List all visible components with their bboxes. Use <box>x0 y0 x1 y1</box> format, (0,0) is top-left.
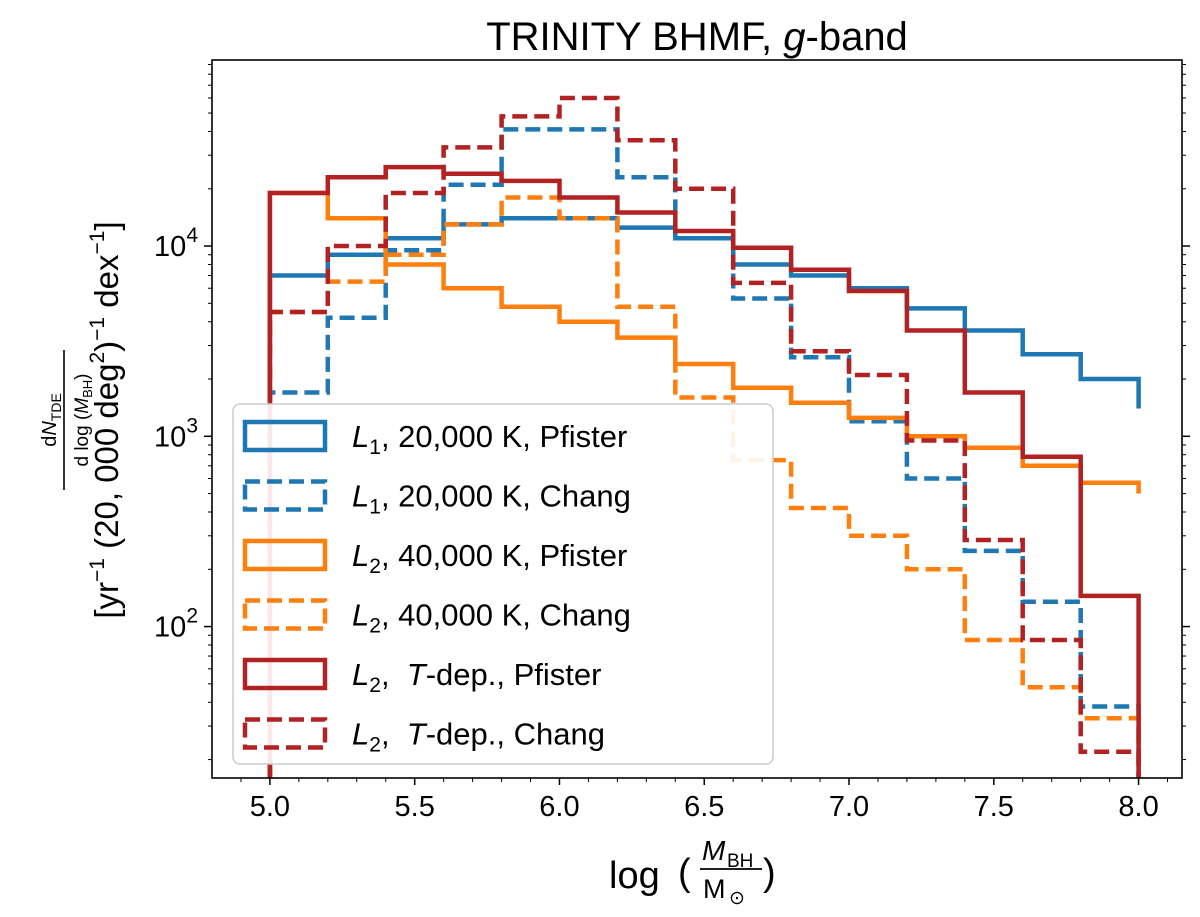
x-tick-label: 6.5 <box>684 791 724 823</box>
legend-swatch-2 <box>242 479 328 512</box>
series-4-step-line <box>267 195 1141 778</box>
y-axis-label: dNTDE d log (MBH) [yr−1 (20, 000 deg2)−1… <box>39 221 125 618</box>
x-axis: 5.0 5.5 6.0 6.5 7.0 7.5 8.0 <box>240 778 1169 823</box>
legend-swatch-5 <box>242 657 328 691</box>
legend: L1, 20,000 K, Pfister L1, 20,000 K, Chang… <box>232 403 774 765</box>
x-tick-label: 5.0 <box>250 791 290 823</box>
x-axis-label: log ( M BH M ⊙ ) <box>609 835 776 909</box>
series-5-step-line <box>267 164 1141 778</box>
plot-frame <box>211 59 1183 779</box>
x-label-paren-close: ) <box>763 852 776 894</box>
x-label-denominator: M <box>703 874 726 904</box>
x-tick-label: 8.0 <box>1118 791 1158 823</box>
x-tick-label: 7.5 <box>974 791 1014 823</box>
x-label-numerator: M <box>702 835 726 866</box>
x-tick-label: 7.0 <box>829 791 869 823</box>
legend-label-3: L2, 40,000 K, Pfister <box>352 538 627 578</box>
legend-swatch-1 <box>242 419 328 453</box>
chart-title: TRINITY BHMF, g-band <box>486 15 908 59</box>
y-axis: 102 103 104 <box>154 63 1190 761</box>
legend-label-4: L2, 40,000 K, Chang <box>352 598 631 638</box>
legend-swatch-6 <box>242 717 328 750</box>
legend-swatch-3 <box>242 538 328 572</box>
x-tick-label: 6.0 <box>539 791 579 823</box>
y-tick-label: 102 <box>154 605 198 644</box>
y-tick-label: 104 <box>154 224 198 263</box>
x-label-log: log <box>609 855 660 897</box>
legend-swatch-4 <box>242 598 328 631</box>
x-tick-label: 5.5 <box>395 791 435 823</box>
legend-box <box>232 403 774 765</box>
series-layer <box>267 95 1141 778</box>
series-3-step-line <box>267 190 1141 778</box>
y-tick-label: 103 <box>154 414 198 453</box>
y-label-units: [yr−1 (20, 000 deg2)−1 dex−1] <box>86 221 125 618</box>
legend-label-5: L2, T-dep., Pfister <box>352 657 601 697</box>
legend-label-1: L1, 20,000 K, Pfister <box>352 419 627 459</box>
x-label-numerator-sub: BH <box>727 851 753 872</box>
y-label-numerator: dNTDE <box>39 393 64 447</box>
x-label-denominator-sub: ⊙ <box>729 888 745 909</box>
x-label-paren-open: ( <box>678 852 691 894</box>
legend-label-6: L2, T-dep., Chang <box>352 717 605 757</box>
series-6-step-line <box>267 95 1141 778</box>
legend-label-2: L1, 20,000 K, Chang <box>352 479 631 519</box>
